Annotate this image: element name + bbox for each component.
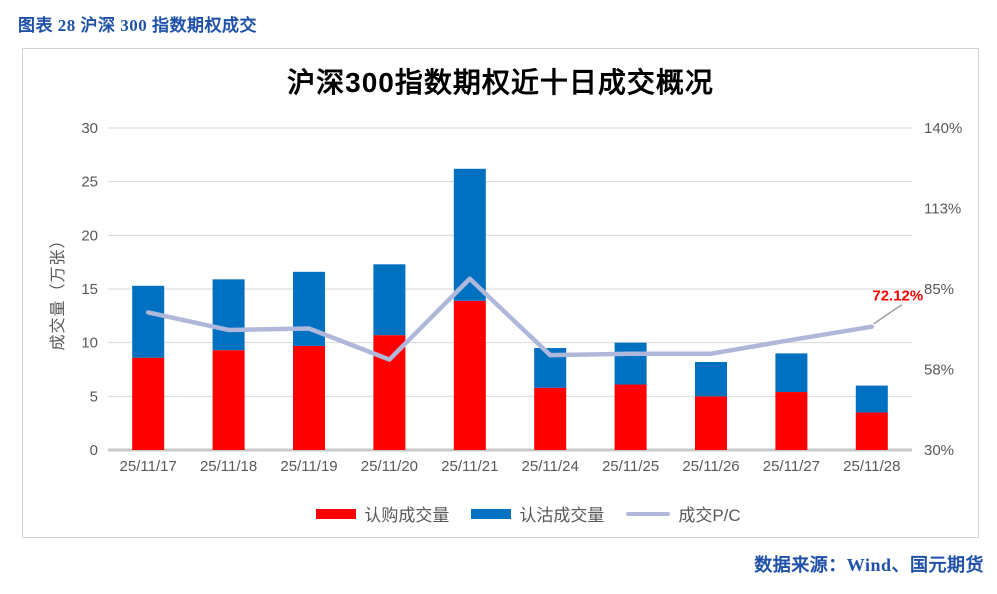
x-category-label: 25/11/19 <box>280 458 337 475</box>
put-bar-segment <box>775 353 808 393</box>
put-bar-segment <box>614 342 647 385</box>
x-category-label: 25/11/25 <box>602 458 659 475</box>
pc-line-swatch <box>626 511 671 516</box>
legend-label-pc-ratio: 成交P/C <box>678 506 741 525</box>
call-bar-segment <box>855 412 888 450</box>
call-bar-segment <box>212 350 245 450</box>
left-axis-tick-label: 30 <box>81 120 98 137</box>
legend-item-call-volume: 认购成交量 <box>316 501 449 526</box>
right-axis-tick-label: 30% <box>924 442 954 459</box>
put-bar-segment <box>855 385 888 413</box>
chart-canvas: 0 5 10 15 20 25 30 30% 58% 85% 113% 140% 25/11/17 25/… <box>81 120 962 475</box>
call-bar-segment <box>614 384 647 450</box>
pc-ratio-line <box>145 276 875 362</box>
left-axis-tick-label: 0 <box>90 442 98 459</box>
last-point-value-label: 72.12% <box>872 288 923 305</box>
call-bar-segment <box>453 300 486 450</box>
chart-title: 沪深300指数期权近十日成交概况 <box>287 67 714 98</box>
put-bar-segment <box>132 285 165 358</box>
right-axis-tick-label: 58% <box>924 362 954 379</box>
right-axis-tick-label: 113% <box>924 201 961 218</box>
x-category-label: 25/11/26 <box>682 458 739 475</box>
x-category-label: 25/11/27 <box>763 458 820 475</box>
x-category-label: 25/11/17 <box>120 458 177 475</box>
x-category-label: 25/11/24 <box>522 458 579 475</box>
put-bar-segment <box>212 279 245 351</box>
x-category-label: 25/11/28 <box>843 458 900 475</box>
legend-item-pc-ratio: 成交P/C <box>626 501 741 526</box>
call-series-swatch <box>316 508 357 519</box>
left-axis-tick-label: 20 <box>81 227 98 244</box>
left-axis-tick-label: 15 <box>81 281 98 298</box>
x-category-label: 25/11/21 <box>441 458 498 475</box>
put-series-swatch <box>471 508 512 519</box>
right-axis-tick-label: 85% <box>924 281 954 298</box>
put-bar-segment <box>373 264 406 336</box>
call-bar-segment <box>132 357 165 450</box>
figure-caption: 图表 28 沪深 300 指数期权成交 <box>18 16 257 35</box>
call-bar-segment <box>373 335 406 450</box>
chart-container: 沪深300指数期权近十日成交概况 成交量（万张） 0 5 10 15 20 25 30 30%… <box>22 48 979 538</box>
legend-item-put-volume: 认沽成交量 <box>471 501 604 526</box>
data-source: 数据来源：Wind、国元期货 <box>754 555 984 575</box>
x-category-label: 25/11/20 <box>361 458 418 475</box>
legend-label-call-volume: 认购成交量 <box>364 506 450 525</box>
call-bar-segment <box>695 396 727 450</box>
legend-label-put-volume: 认沽成交量 <box>519 506 605 525</box>
label-leader-line <box>873 304 903 325</box>
call-bar-segment <box>293 345 325 450</box>
left-axis-tick-label: 10 <box>81 335 98 352</box>
put-bar-segment <box>695 361 727 397</box>
left-axis-tick-label: 5 <box>90 388 98 405</box>
chart-legend: 认购成交量 认沽成交量 成交P/C <box>23 501 978 526</box>
x-category-label: 25/11/18 <box>200 458 257 475</box>
right-axis-tick-label: 140% <box>924 120 962 137</box>
left-axis-tick-label: 25 <box>81 174 98 191</box>
call-bar-segment <box>775 392 808 450</box>
call-bar-segment <box>534 387 567 450</box>
